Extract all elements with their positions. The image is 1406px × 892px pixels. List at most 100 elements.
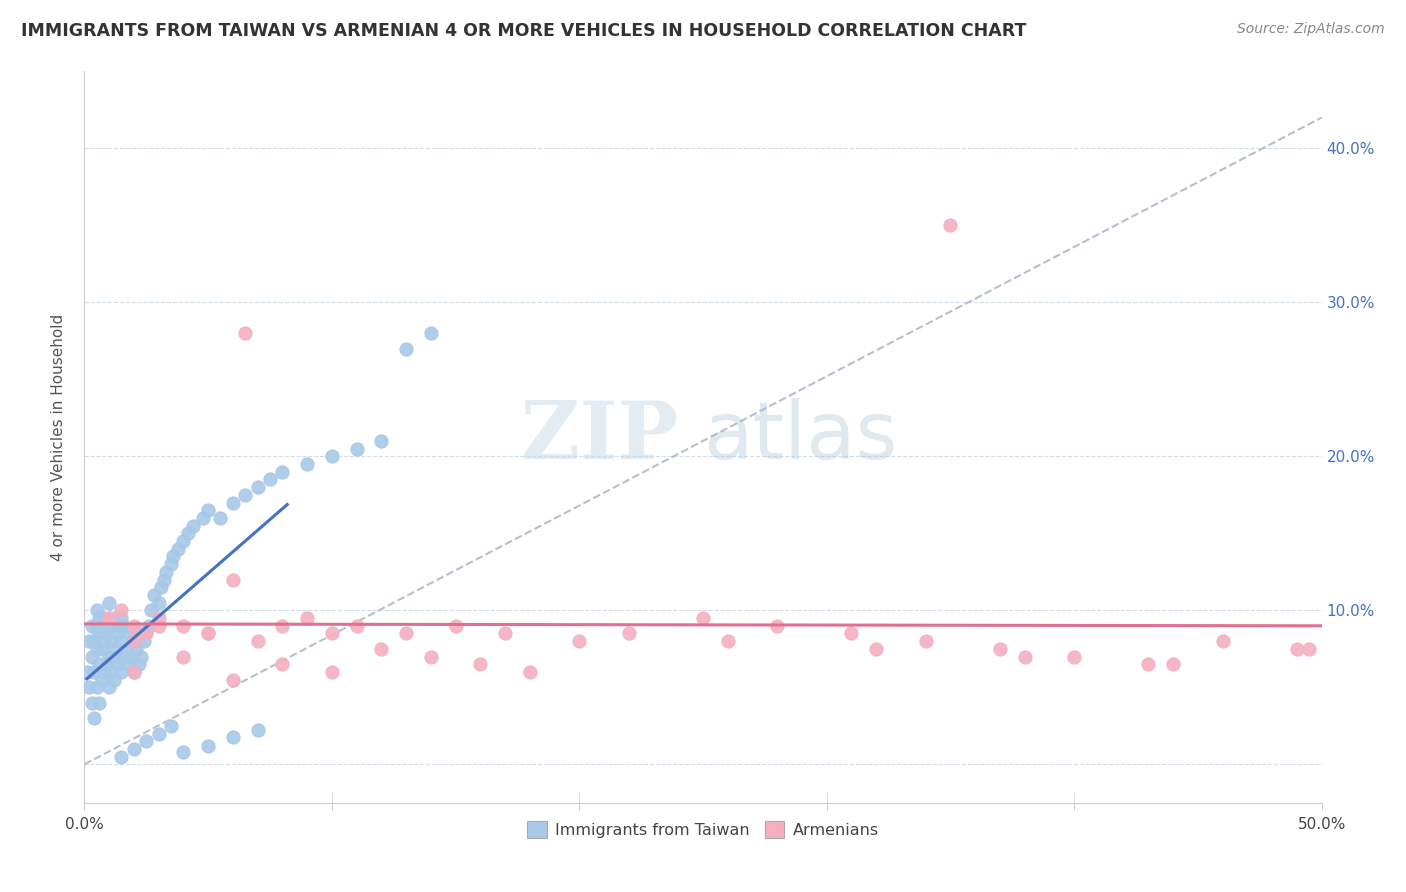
Point <box>246 480 269 494</box>
Point <box>246 723 269 738</box>
Point <box>395 626 418 640</box>
Point <box>444 618 467 632</box>
Point <box>105 657 128 672</box>
Point <box>83 711 105 725</box>
Point <box>96 626 118 640</box>
Point <box>98 611 121 625</box>
Point <box>122 634 145 648</box>
Point <box>988 641 1011 656</box>
Point <box>160 557 183 571</box>
Point <box>172 649 194 664</box>
Point <box>191 511 214 525</box>
Point <box>1063 649 1085 664</box>
Point <box>162 549 184 564</box>
Point <box>395 342 418 356</box>
Point <box>177 526 200 541</box>
Point <box>1014 649 1036 664</box>
Point <box>135 626 157 640</box>
Point <box>321 450 343 464</box>
Point <box>939 219 962 233</box>
Point <box>100 634 122 648</box>
Point <box>112 618 135 632</box>
Point <box>128 657 150 672</box>
Point <box>122 742 145 756</box>
Point <box>155 565 177 579</box>
Y-axis label: 4 or more Vehicles in Household: 4 or more Vehicles in Household <box>51 313 66 561</box>
Point <box>222 573 245 587</box>
Point <box>122 665 145 679</box>
Point <box>346 618 368 632</box>
Legend: Immigrants from Taiwan, Armenians: Immigrants from Taiwan, Armenians <box>519 814 887 846</box>
Point <box>90 641 112 656</box>
Point <box>118 657 141 672</box>
Point <box>98 611 121 625</box>
Point <box>138 618 160 632</box>
Point <box>118 626 141 640</box>
Point <box>766 618 789 632</box>
Point <box>129 649 152 664</box>
Point <box>135 734 157 748</box>
Point <box>271 618 294 632</box>
Point <box>197 503 219 517</box>
Point <box>692 611 714 625</box>
Point <box>197 626 219 640</box>
Point <box>79 634 101 648</box>
Point <box>1298 641 1320 656</box>
Point <box>346 442 368 456</box>
Point <box>100 665 122 679</box>
Point <box>181 518 204 533</box>
Point <box>86 618 108 632</box>
Point <box>222 673 245 687</box>
Point <box>122 634 145 648</box>
Point <box>110 603 132 617</box>
Point <box>419 649 441 664</box>
Point <box>271 465 294 479</box>
Point <box>172 745 194 759</box>
Point <box>115 641 138 656</box>
Point <box>233 326 256 340</box>
Point <box>122 618 145 632</box>
Point <box>222 730 245 744</box>
Point <box>470 657 492 672</box>
Point <box>90 673 112 687</box>
Point <box>148 611 170 625</box>
Text: IMMIGRANTS FROM TAIWAN VS ARMENIAN 4 OR MORE VEHICLES IN HOUSEHOLD CORRELATION C: IMMIGRANTS FROM TAIWAN VS ARMENIAN 4 OR … <box>21 22 1026 40</box>
Point <box>83 665 105 679</box>
Point <box>321 626 343 640</box>
Point <box>617 626 640 640</box>
Point <box>93 611 115 625</box>
Point <box>141 603 163 617</box>
Point <box>89 626 111 640</box>
Point <box>259 472 281 486</box>
Point <box>108 618 131 632</box>
Point <box>110 634 132 648</box>
Point <box>370 434 392 448</box>
Point <box>568 634 591 648</box>
Text: Source: ZipAtlas.com: Source: ZipAtlas.com <box>1237 22 1385 37</box>
Point <box>105 626 128 640</box>
Point <box>132 634 155 648</box>
Point <box>197 626 219 640</box>
Point <box>370 641 392 656</box>
Point <box>120 649 142 664</box>
Point <box>519 665 541 679</box>
Point <box>148 618 170 632</box>
Point <box>98 649 121 664</box>
Point <box>148 726 170 740</box>
Point <box>110 749 132 764</box>
Point <box>83 634 105 648</box>
Point <box>142 588 165 602</box>
Point <box>86 603 108 617</box>
Point <box>1161 657 1184 672</box>
Point <box>172 618 194 632</box>
Point <box>150 580 173 594</box>
Point <box>86 681 108 695</box>
Point <box>98 596 121 610</box>
Point <box>90 618 112 632</box>
Point <box>125 641 148 656</box>
Point <box>865 641 887 656</box>
Point <box>419 326 441 340</box>
Point <box>914 634 936 648</box>
Point <box>103 673 125 687</box>
Point <box>1285 641 1308 656</box>
